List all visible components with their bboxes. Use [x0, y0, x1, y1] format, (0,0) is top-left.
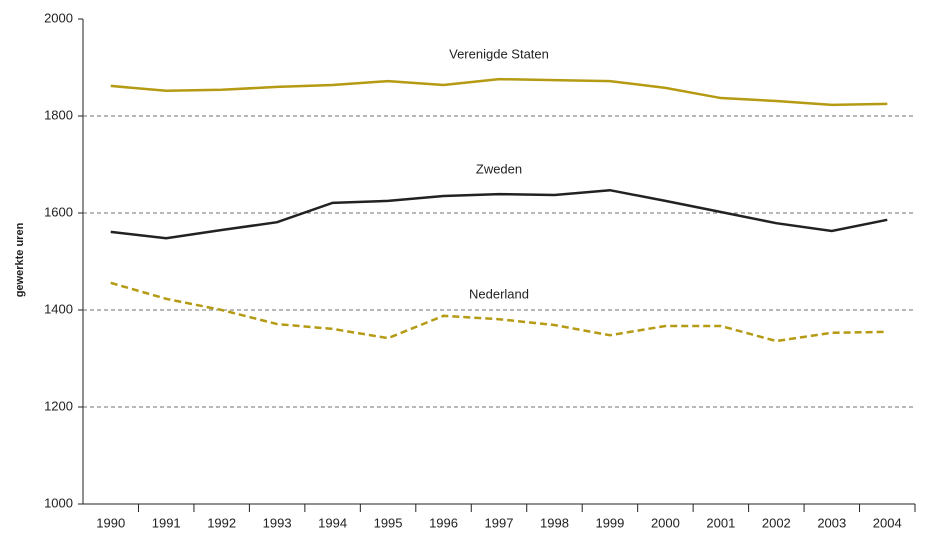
x-tick-label: 1992 [207, 515, 236, 530]
x-tick-label: 2000 [651, 515, 680, 530]
series-label: Verenigde Staten [449, 47, 549, 62]
x-tick-label: 1993 [263, 515, 292, 530]
x-tick-label: 2004 [873, 515, 902, 530]
series-label: Nederland [469, 287, 529, 302]
x-tick-label: 2003 [817, 515, 846, 530]
x-tick-label: 1999 [595, 515, 624, 530]
y-tick-label: 1400 [44, 301, 73, 316]
y-tick-label: 1800 [44, 107, 73, 122]
x-tick-label: 2002 [762, 515, 791, 530]
series-line [110, 188, 888, 240]
y-tick-label: 2000 [44, 10, 73, 25]
x-tick-label: 1998 [540, 515, 569, 530]
x-tick-label: 1994 [318, 515, 347, 530]
y-tick-label: 1600 [44, 204, 73, 219]
y-tick-label: 1000 [44, 495, 73, 510]
series-label: Zweden [476, 162, 522, 177]
x-tick-label: 1995 [374, 515, 403, 530]
y-axis-label: gewerkte uren [14, 222, 26, 297]
series-line [110, 77, 888, 107]
series-line [110, 281, 888, 343]
x-tick-label: 1997 [485, 515, 514, 530]
x-tick-label: 1990 [96, 515, 125, 530]
x-tick-label: 2001 [706, 515, 735, 530]
y-tick-label: 1200 [44, 398, 73, 413]
x-tick-label: 1996 [429, 515, 458, 530]
x-tick-label: 1991 [152, 515, 181, 530]
